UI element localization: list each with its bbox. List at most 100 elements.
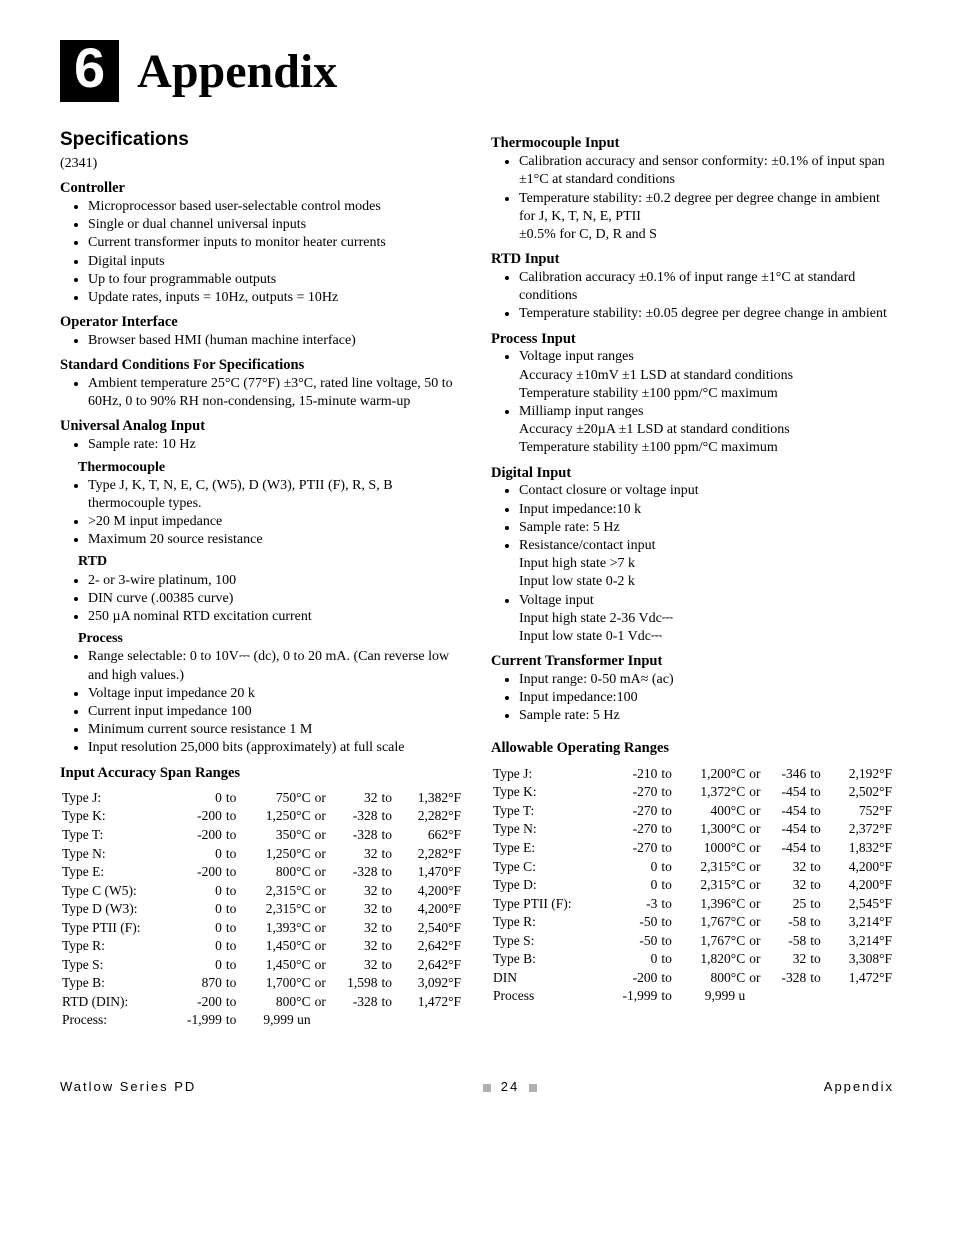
footer-left: Watlow Series PD: [60, 1079, 196, 1096]
table-cell: to: [659, 876, 679, 895]
table-cell: to: [808, 839, 828, 858]
table-cell: 1,250°C: [243, 844, 312, 863]
table-cell: to: [224, 1011, 244, 1030]
list-item: Update rates, inputs = 10Hz, outputs = 1…: [88, 289, 463, 307]
table-row: Process:-1,999to9,999 un: [60, 1011, 463, 1030]
table-cell: or: [313, 844, 334, 863]
table-cell: or: [313, 900, 334, 919]
table-cell: 870: [171, 974, 223, 993]
table-cell: -270: [606, 801, 660, 820]
table-cell: to: [659, 857, 679, 876]
table-cell: 4,200°F: [828, 857, 894, 876]
table-cell: -270: [606, 820, 660, 839]
table-cell: 3,214°F: [828, 931, 894, 950]
allow-table: Type J:-210to1,200°Cor-346to2,192°FType …: [491, 764, 894, 1005]
list-item: Browser based HMI (human machine interfa…: [88, 332, 463, 350]
table-cell: to: [224, 807, 244, 826]
table-cell: Type E:: [491, 839, 606, 858]
ct-in-list: Input range: 0-50 mA≈ (ac)Input impedanc…: [491, 671, 894, 726]
list-item: Input resolution 25,000 bits (approximat…: [88, 739, 463, 757]
table-cell: or: [313, 918, 334, 937]
table-cell: RTD (DIN):: [60, 992, 171, 1011]
table-cell: 9,999 u: [680, 987, 748, 1006]
table-cell: -210: [606, 764, 660, 783]
table-cell: 1,450°C: [243, 937, 312, 956]
list-item: Ambient temperature 25°C (77°F) ±3°C, ra…: [88, 375, 463, 411]
table-cell: 1,393°C: [243, 918, 312, 937]
right-column: Thermocouple Input Calibration accuracy …: [491, 128, 894, 1029]
table-row: Type PTII (F):0to1,393°Cor32to2,540°F: [60, 918, 463, 937]
list-item: Sample rate: 10 Hz: [88, 436, 463, 454]
dig-in-list: Contact closure or voltage inputInput im…: [491, 482, 894, 646]
table-cell: 2,372°F: [828, 820, 894, 839]
list-item: Minimum current source resistance 1 M: [88, 721, 463, 739]
table-cell: -50: [606, 931, 660, 950]
table-cell: Type C (W5):: [60, 881, 171, 900]
table-cell: 800°C: [243, 992, 312, 1011]
table-cell: or: [313, 974, 334, 993]
table-cell: 1,450°C: [243, 955, 312, 974]
table-cell: 2,502°F: [828, 783, 894, 802]
table-cell: to: [380, 844, 400, 863]
table-cell: 1,250°C: [243, 807, 312, 826]
table-cell: to: [380, 974, 400, 993]
table-cell: Type R:: [491, 913, 606, 932]
table-cell: -270: [606, 839, 660, 858]
table-row: Type D:0to2,315°Cor32to4,200°F: [491, 876, 894, 895]
table-cell: to: [224, 974, 244, 993]
ct-in-head: Current Transformer Input: [491, 652, 894, 671]
list-item: Milliamp input ranges Accuracy ±20µA ±1 …: [519, 403, 894, 458]
table-cell: or: [313, 937, 334, 956]
table-cell: 0: [171, 881, 223, 900]
table-cell: -200: [171, 863, 223, 882]
table-cell: Type PTII (F):: [60, 918, 171, 937]
iaspan-table: Type J:0to750°Cor32to1,382°FType K:-200t…: [60, 788, 463, 1029]
uai-pre-list: Sample rate: 10 Hz: [60, 436, 463, 454]
table-cell: 1,382°F: [399, 788, 463, 807]
table-cell: 32: [333, 788, 379, 807]
table-row: Process-1,999to9,999 u: [491, 987, 894, 1006]
table-cell: to: [659, 913, 679, 932]
table-cell: -1,999: [171, 1011, 223, 1030]
table-cell: to: [659, 764, 679, 783]
table-cell: to: [808, 931, 828, 950]
rtd-in-head: RTD Input: [491, 250, 894, 269]
footer-mid: 24: [483, 1079, 537, 1096]
table-cell: [828, 987, 894, 1006]
table-row: Type K:-200to1,250°Cor-328to2,282°F: [60, 807, 463, 826]
table-cell: Type J:: [60, 788, 171, 807]
table-cell: Process:: [60, 1011, 171, 1030]
table-cell: 4,200°F: [399, 900, 463, 919]
chapter-header: 6 Appendix: [60, 40, 894, 103]
table-cell: -200: [606, 968, 660, 987]
uai-rtd-head: RTD: [78, 553, 463, 571]
table-cell: to: [224, 900, 244, 919]
table-cell: to: [808, 876, 828, 895]
table-cell: 0: [171, 788, 223, 807]
table-cell: [380, 1011, 400, 1030]
table-cell: 32: [333, 844, 379, 863]
table-cell: -200: [171, 807, 223, 826]
table-row: Type B:0to1,820°Cor32to3,308°F: [491, 950, 894, 969]
list-item: Resistance/contact input Input high stat…: [519, 537, 894, 592]
table-row: Type E:-200to800°Cor-328to1,470°F: [60, 863, 463, 882]
table-cell: 2,192°F: [828, 764, 894, 783]
table-cell: to: [659, 950, 679, 969]
allow-head: Allowable Operating Ranges: [491, 739, 894, 758]
table-cell: 3,214°F: [828, 913, 894, 932]
list-item: Voltage input impedance 20 k: [88, 685, 463, 703]
list-item: Contact closure or voltage input: [519, 482, 894, 500]
table-row: Type S:-50to1,767°Cor-58to3,214°F: [491, 931, 894, 950]
table-cell: 800°C: [243, 863, 312, 882]
table-cell: 2,545°F: [828, 894, 894, 913]
specifications-heading: Specifications: [60, 128, 463, 153]
table-cell: or: [747, 876, 768, 895]
table-cell: 1,472°F: [399, 992, 463, 1011]
table-cell: to: [808, 968, 828, 987]
list-item: Sample rate: 5 Hz: [519, 707, 894, 725]
table-cell: 0: [606, 857, 660, 876]
table-cell: 1,300°C: [680, 820, 748, 839]
table-cell: Type R:: [60, 937, 171, 956]
table-cell: 3,092°F: [399, 974, 463, 993]
table-cell: 2,642°F: [399, 937, 463, 956]
